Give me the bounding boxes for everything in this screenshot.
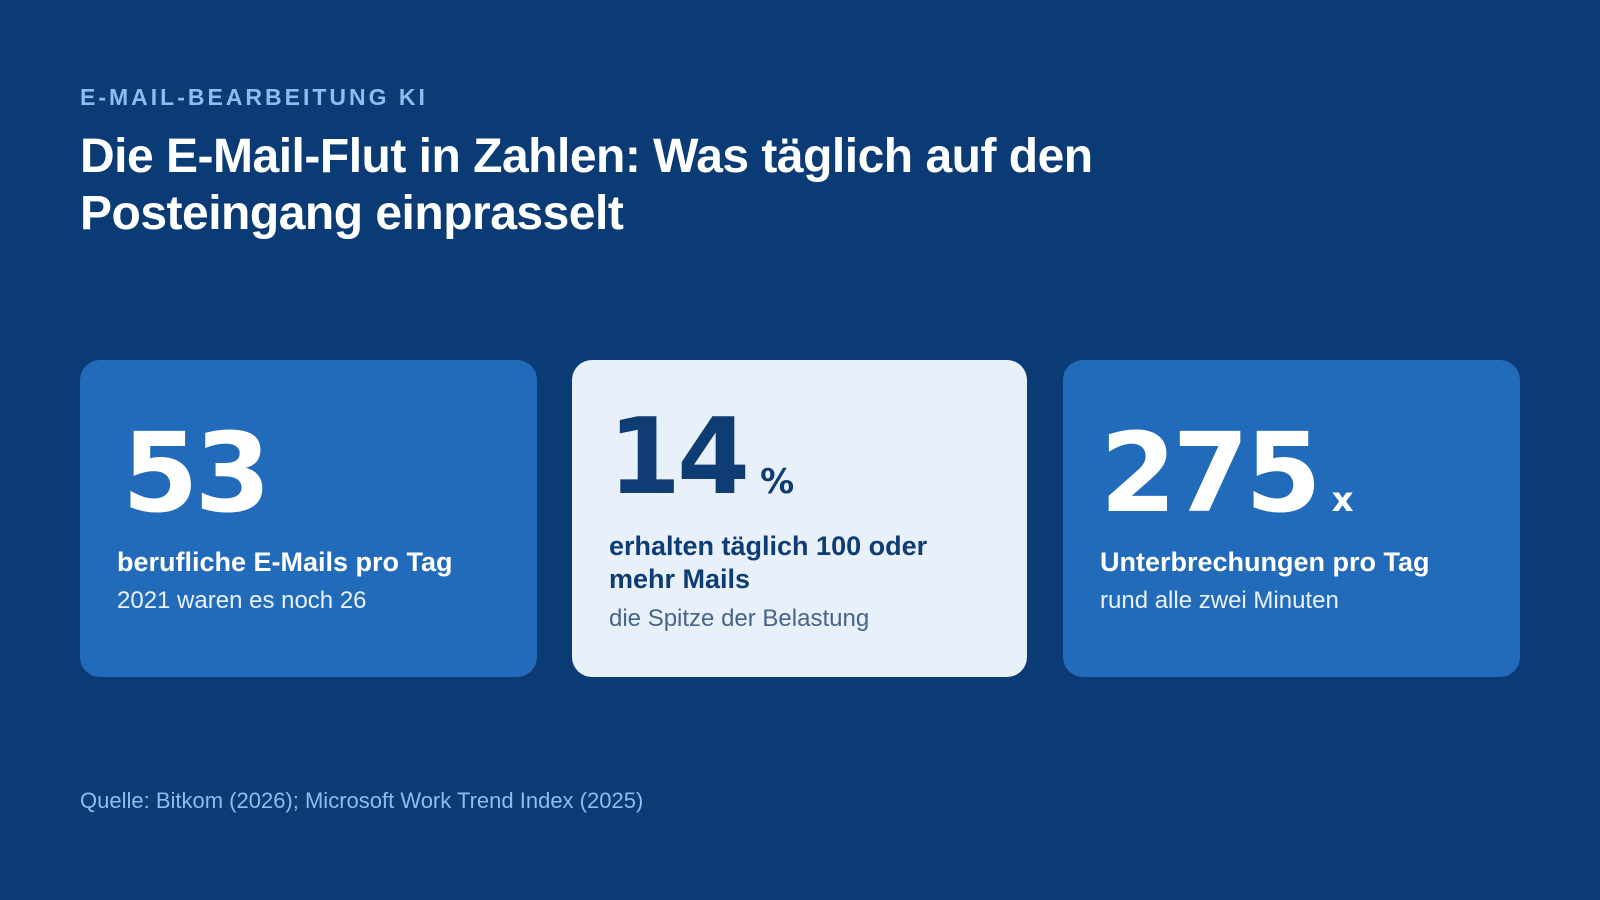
stat-sublabel: 2021 waren es noch 26 — [117, 587, 367, 614]
stat-value-row: 275 x — [1100, 418, 1354, 528]
eyebrow-label: E-MAIL-BEARBEITUNG KI — [80, 84, 428, 110]
source-note: Quelle: Bitkom (2026); Microsoft Work Tr… — [80, 788, 644, 813]
stat-sublabel: rund alle zwei Minuten — [1100, 587, 1339, 614]
stat-number: 14 — [608, 396, 750, 518]
stat-card-percentage: 14 % erhalten täglich 100 oder mehr Mail… — [572, 360, 1027, 677]
stat-card-interruptions: 275 x Unterbrechungen pro Tag rund alle … — [1063, 360, 1520, 677]
stat-sublabel: die Spitze der Belastung — [609, 605, 870, 632]
page-title: Die E-Mail-Flut in Zahlen: Was täglich a… — [80, 130, 1093, 240]
stat-unit: % — [760, 462, 795, 502]
stat-label: berufliche E-Mails pro Tag — [117, 547, 453, 577]
stat-value-row: 14 % — [608, 405, 794, 510]
stat-number: 275 — [1100, 409, 1322, 537]
stat-label: erhalten täglich 100 oder mehr Mails — [609, 531, 928, 594]
stat-value-row: 53 — [122, 409, 271, 537]
stat-number: 53 — [122, 409, 271, 537]
stat-unit: x — [1331, 480, 1354, 520]
stat-card-emails: 53 berufliche E-Mails pro Tag 2021 waren… — [80, 360, 537, 677]
stats-cards: 53 berufliche E-Mails pro Tag 2021 waren… — [80, 360, 1520, 677]
stat-label: Unterbrechungen pro Tag — [1100, 547, 1430, 577]
